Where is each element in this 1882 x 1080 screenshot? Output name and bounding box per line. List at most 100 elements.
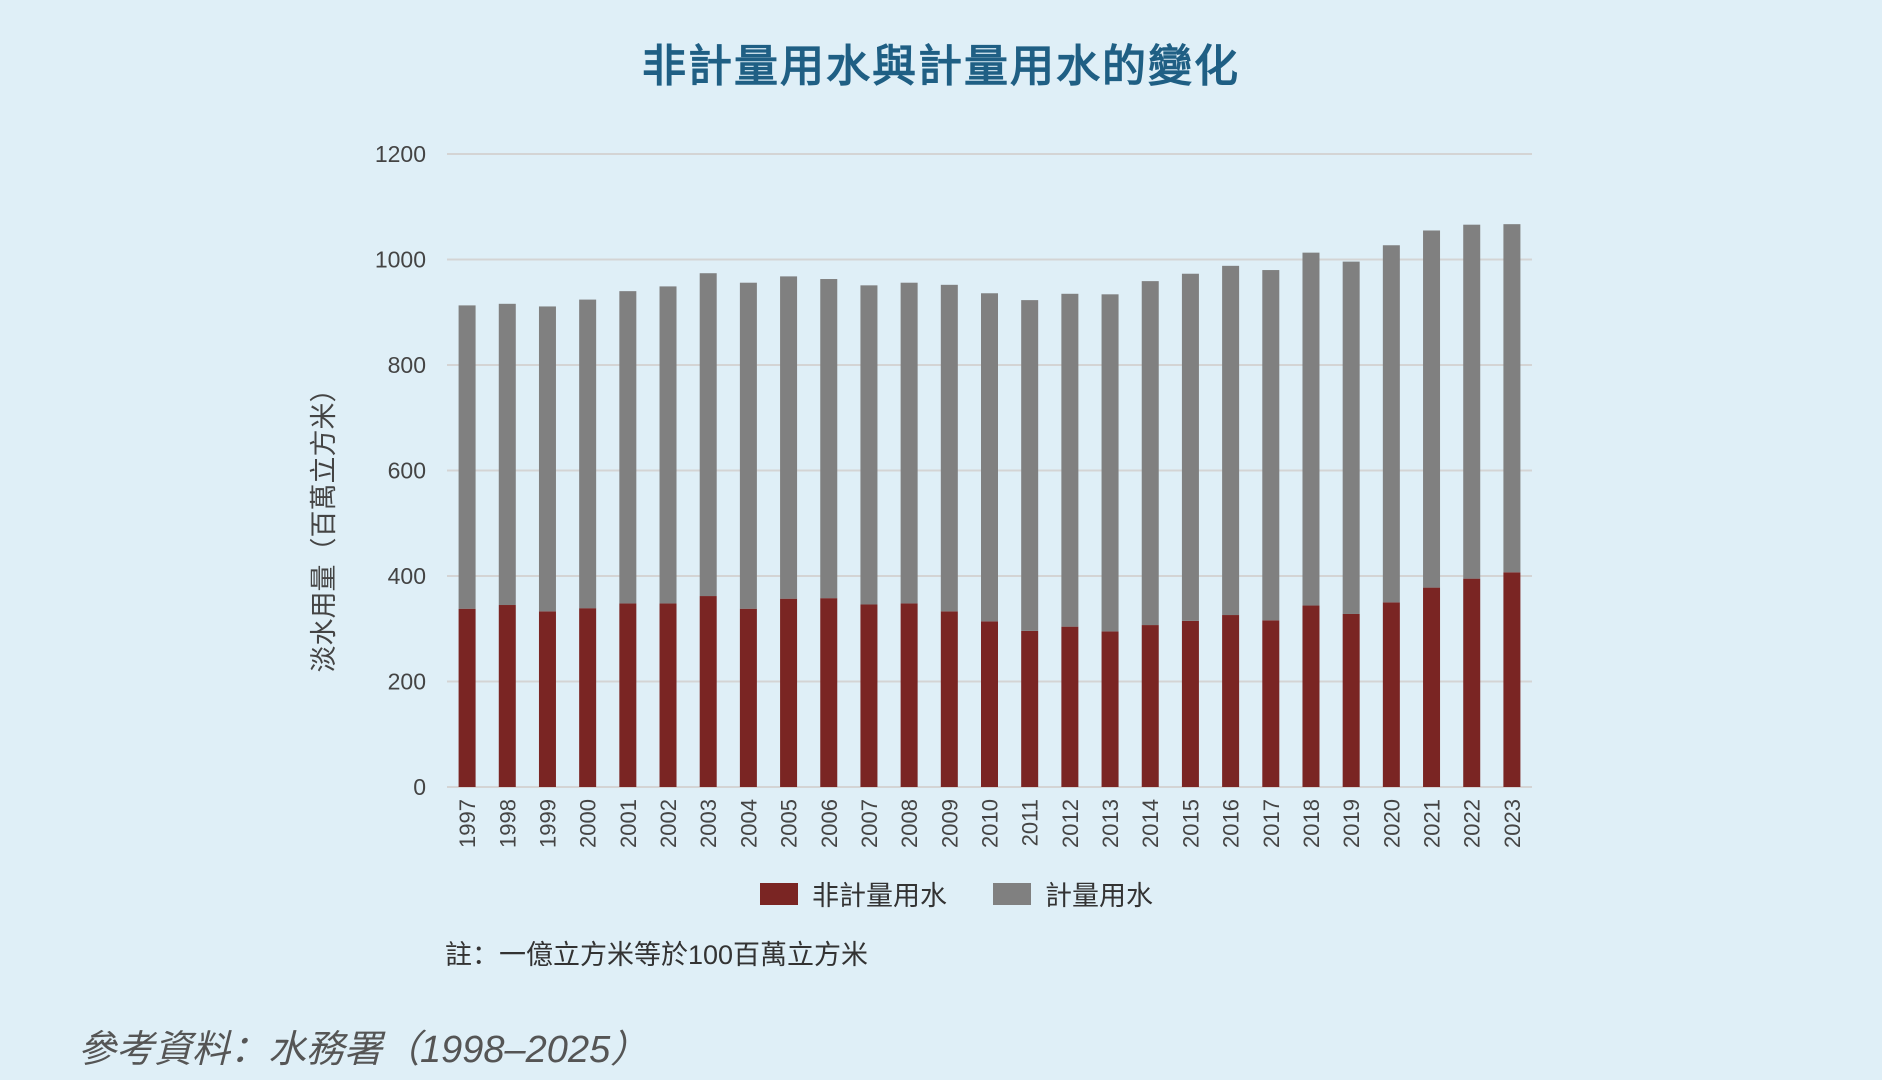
x-tick-label: 2000 — [576, 799, 601, 848]
x-tick-label: 2019 — [1339, 799, 1364, 848]
bar-metered-2009 — [940, 284, 958, 612]
bar-unmetered-2016 — [1222, 615, 1240, 787]
bar-metered-2007 — [860, 285, 878, 605]
x-tick-label: 2023 — [1500, 799, 1525, 848]
bar-unmetered-1997 — [458, 608, 476, 787]
bar-unmetered-2005 — [780, 598, 798, 787]
bar-unmetered-2019 — [1342, 613, 1360, 787]
bar-metered-1997 — [458, 305, 476, 609]
bar-unmetered-2013 — [1101, 631, 1119, 787]
x-tick-label: 2004 — [736, 799, 761, 848]
y-tick-label: 400 — [388, 563, 426, 589]
legend: 非計量用水 計量用水 — [760, 874, 1199, 913]
y-axis-label: 淡水用量（百萬立方米） — [309, 376, 339, 673]
bar-metered-2002 — [659, 286, 677, 604]
bar-metered-2010 — [981, 293, 998, 622]
x-tick-label: 2002 — [656, 799, 681, 848]
footnote: 註：一億立方米等於100百萬立方米 — [445, 940, 869, 970]
legend-item-metered: 計量用水 — [993, 874, 1153, 913]
bar-unmetered-1999 — [538, 611, 556, 787]
legend-swatch-unmetered — [760, 882, 798, 905]
bar-metered-2023 — [1503, 224, 1521, 573]
bar-metered-2005 — [780, 276, 798, 599]
bar-unmetered-2003 — [699, 596, 717, 787]
y-tick-label: 800 — [388, 352, 426, 378]
y-tick-label: 200 — [388, 669, 426, 695]
bar-unmetered-2018 — [1302, 605, 1320, 787]
bar-unmetered-2006 — [820, 598, 838, 787]
x-tick-label: 2022 — [1460, 799, 1485, 848]
bar-unmetered-2021 — [1423, 587, 1441, 787]
x-tick-label: 2015 — [1178, 799, 1203, 848]
bar-unmetered-2022 — [1463, 578, 1481, 787]
x-tick-label: 2003 — [696, 799, 721, 848]
x-tick-label: 2007 — [857, 799, 882, 848]
x-tick-label: 2014 — [1138, 799, 1163, 848]
x-tick-label: 2017 — [1259, 799, 1284, 848]
legend-label-unmetered: 非計量用水 — [812, 881, 947, 911]
x-tick-label: 2006 — [817, 799, 842, 848]
bar-metered-2022 — [1463, 224, 1481, 579]
legend-item-unmetered: 非計量用水 — [760, 874, 947, 913]
bar-metered-2004 — [739, 282, 757, 609]
bar-unmetered-2007 — [860, 604, 878, 787]
x-tick-label: 2001 — [616, 799, 641, 848]
bar-metered-1999 — [538, 306, 556, 612]
bar-unmetered-1998 — [498, 605, 516, 787]
bar-metered-2006 — [820, 279, 838, 599]
x-tick-label: 1997 — [455, 799, 480, 848]
x-tick-label: 2008 — [897, 799, 922, 848]
bar-unmetered-2017 — [1262, 620, 1280, 787]
bar-unmetered-2012 — [1061, 626, 1079, 787]
bar-unmetered-2001 — [619, 603, 637, 787]
x-tick-label: 1999 — [535, 799, 560, 848]
bar-metered-2012 — [1061, 293, 1079, 627]
bar-metered-2019 — [1342, 261, 1360, 614]
bar-unmetered-2000 — [579, 608, 597, 787]
bar-unmetered-2004 — [739, 608, 757, 787]
x-tick-label: 2005 — [777, 799, 802, 848]
y-tick-label: 1000 — [375, 247, 426, 273]
y-tick-label: 0 — [413, 774, 426, 800]
y-tick-label: 1200 — [375, 141, 426, 167]
legend-label-metered: 計量用水 — [1045, 881, 1153, 911]
y-tick-label: 600 — [388, 458, 426, 484]
x-tick-label: 2021 — [1420, 799, 1445, 848]
bar-metered-2017 — [1262, 270, 1280, 621]
bars — [458, 224, 1521, 787]
bar-unmetered-2008 — [900, 603, 918, 787]
bar-unmetered-2023 — [1503, 572, 1521, 787]
x-tick-label: 2016 — [1219, 799, 1244, 848]
bar-unmetered-2015 — [1181, 620, 1199, 787]
bar-metered-2014 — [1141, 281, 1159, 626]
bar-metered-2013 — [1101, 294, 1119, 632]
bar-unmetered-2009 — [940, 611, 958, 787]
x-tick-label: 2010 — [978, 799, 1003, 848]
x-tick-label: 2020 — [1379, 799, 1404, 848]
bar-metered-2003 — [699, 273, 717, 597]
x-tick-label: 2011 — [1018, 799, 1043, 846]
bar-metered-2020 — [1382, 245, 1400, 603]
bar-metered-2016 — [1222, 265, 1240, 616]
legend-swatch-metered — [993, 882, 1031, 905]
y-axis-ticks: 0 200 400 600 800 1000 1200 — [375, 141, 426, 800]
source-citation: 參考資料：水務署（1998–2025） — [78, 1029, 649, 1071]
bar-metered-1998 — [498, 303, 516, 606]
bar-metered-2000 — [579, 299, 597, 609]
bar-unmetered-2002 — [659, 603, 677, 787]
bar-unmetered-2010 — [981, 621, 998, 787]
bar-metered-2021 — [1423, 230, 1441, 588]
bar-metered-2008 — [900, 282, 918, 604]
x-tick-label: 2012 — [1058, 799, 1083, 848]
x-tick-label: 2009 — [937, 799, 962, 848]
bar-unmetered-2014 — [1141, 625, 1159, 787]
bar-unmetered-2011 — [1021, 630, 1039, 787]
bar-metered-2001 — [619, 291, 637, 604]
x-tick-label: 2013 — [1098, 799, 1123, 848]
bar-unmetered-2020 — [1382, 602, 1400, 787]
bar-metered-2011 — [1021, 300, 1039, 631]
bar-metered-2018 — [1302, 252, 1320, 606]
bar-metered-2015 — [1181, 273, 1199, 621]
x-axis-ticks: 1997 1998 1999 2000 2001 2002 2003 2004 2005 2006… — [455, 799, 1525, 848]
chart-title: 非計量用水與計量用水的變化 — [642, 42, 1240, 91]
